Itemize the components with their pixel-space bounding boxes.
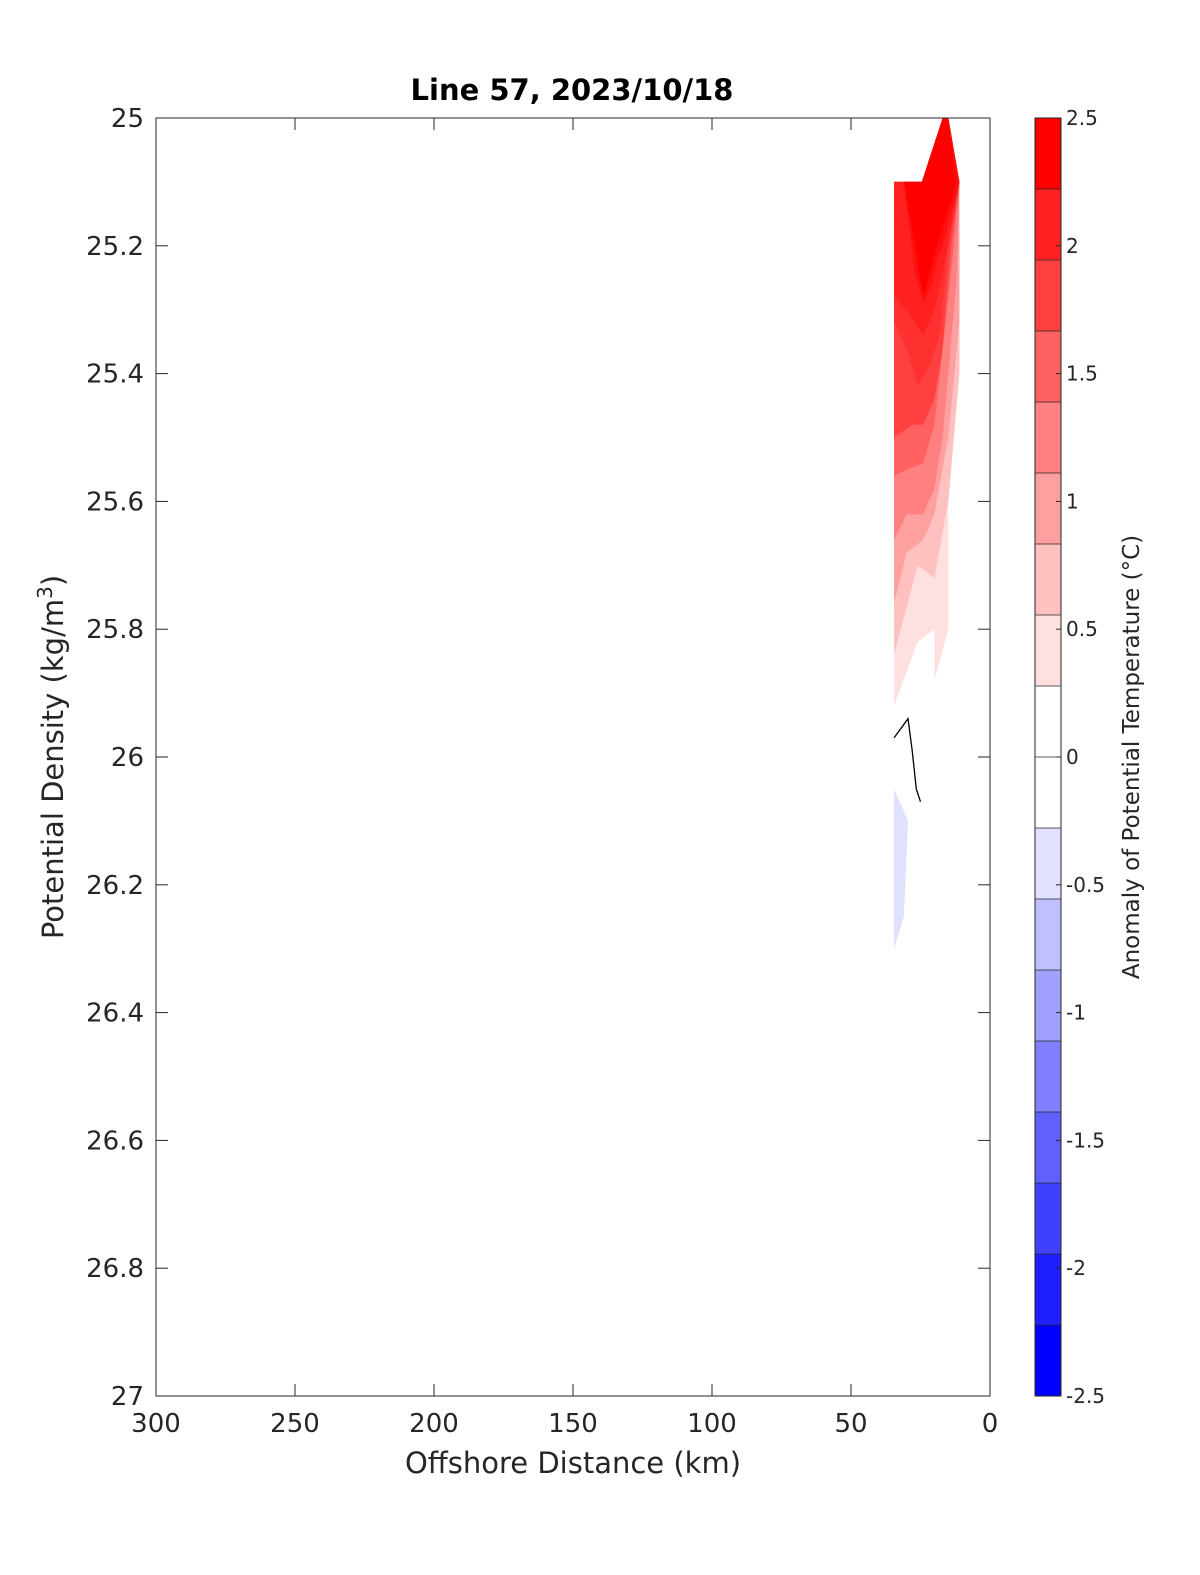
colorbar-swatch-0 <box>1035 118 1061 190</box>
colorbar-swatch-2 <box>1035 260 1061 332</box>
y-tick-label-10: 27 <box>111 1382 144 1412</box>
colorbar-tick-label-1: 2 <box>1066 234 1079 258</box>
y-axis-label-suffix: ) <box>36 575 70 586</box>
colorbar-tick-label-6: -0.5 <box>1066 873 1105 897</box>
x-tick-label-4: 100 <box>687 1409 737 1439</box>
colorbar <box>1035 117 1061 1397</box>
plot-area <box>156 118 990 1396</box>
colorbar-swatch-11 <box>1035 899 1061 971</box>
plot-frame <box>155 117 991 1397</box>
colorbar-swatch-5 <box>1035 473 1061 545</box>
colorbar-tick-label-5: 0 <box>1066 745 1079 769</box>
y-tick-label-6: 26.2 <box>86 871 144 901</box>
colorbar-swatch-4 <box>1035 402 1061 474</box>
colorbar-tick-labels: 2.5 2 1.5 1 0.5 0 -0.5 -1 -1.5 -2 -2.5 <box>1066 106 1105 1408</box>
y-axis-label-main: Potential Density (kg/m <box>36 599 70 939</box>
colorbar-swatch-8 <box>1035 686 1061 758</box>
y-tick-label-8: 26.6 <box>86 1126 144 1156</box>
colorbar-tick-label-4: 0.5 <box>1066 617 1098 641</box>
contour-regions <box>894 118 960 949</box>
colorbar-swatch-13 <box>1035 1041 1061 1113</box>
colorbar-tick-label-9: -2 <box>1066 1256 1086 1280</box>
y-tick-label-9: 26.8 <box>86 1254 144 1284</box>
y-tick-label-5: 26 <box>111 743 144 773</box>
x-tick-labels: 300 250 200 150 100 50 0 <box>131 1409 998 1439</box>
y-tick-label-2: 25.4 <box>86 360 144 390</box>
x-tick-label-2: 200 <box>409 1409 459 1439</box>
y-axis-label: Potential Density (kg/m3) <box>33 575 70 939</box>
contour-region-10 <box>894 789 908 949</box>
colorbar-swatch-7 <box>1035 615 1061 687</box>
x-tick-label-0: 300 <box>131 1409 181 1439</box>
x-tick-label-3: 150 <box>548 1409 598 1439</box>
colorbar-swatch-12 <box>1035 970 1061 1042</box>
colorbar-swatch-1 <box>1035 189 1061 261</box>
colorbar-tick-label-2: 1.5 <box>1066 362 1098 386</box>
y-tick-label-4: 25.8 <box>86 615 144 645</box>
y-tick-label-1: 25.2 <box>86 232 144 262</box>
colorbar-frame <box>1034 117 1062 1397</box>
contour-line-0 <box>893 717 922 802</box>
colorbar-tick-label-3: 1 <box>1066 489 1079 513</box>
colorbar-swatch-3 <box>1035 331 1061 403</box>
colorbar-tick-label-0: 2.5 <box>1066 106 1098 130</box>
colorbar-tick-label-7: -1 <box>1066 1001 1086 1025</box>
x-tick-label-6: 0 <box>982 1409 999 1439</box>
y-axis-label-superscript: 3 <box>33 586 57 599</box>
colorbar-swatch-15 <box>1035 1183 1061 1255</box>
colorbar-swatch-17 <box>1035 1325 1061 1397</box>
colorbar-swatch-16 <box>1035 1254 1061 1326</box>
colorbar-label: Anomaly of Potential Temperature (°C) <box>1119 535 1145 979</box>
y-tick-label-3: 25.6 <box>86 487 144 517</box>
contour-region-9 <box>894 118 957 297</box>
y-tick-labels: 25 25.2 25.4 25.6 25.8 26 26.2 26.4 26.6 26.8 27 <box>86 104 144 1412</box>
colorbar-swatch-10 <box>1035 828 1061 900</box>
contour-lines <box>893 717 922 802</box>
colorbar-swatch-14 <box>1035 1112 1061 1184</box>
colorbar-tick-label-8: -1.5 <box>1066 1128 1105 1152</box>
y-tick-label-7: 26.4 <box>86 999 144 1029</box>
colorbar-tick-label-10: -2.5 <box>1066 1384 1105 1408</box>
x-tick-label-1: 250 <box>270 1409 320 1439</box>
colorbar-swatch-9 <box>1035 757 1061 829</box>
y-tick-label-0: 25 <box>111 104 144 134</box>
chart-title: Line 57, 2023/10/18 <box>411 73 734 107</box>
x-tick-label-5: 50 <box>834 1409 867 1439</box>
colorbar-swatch-6 <box>1035 544 1061 616</box>
x-axis-label: Offshore Distance (km) <box>405 1446 741 1480</box>
